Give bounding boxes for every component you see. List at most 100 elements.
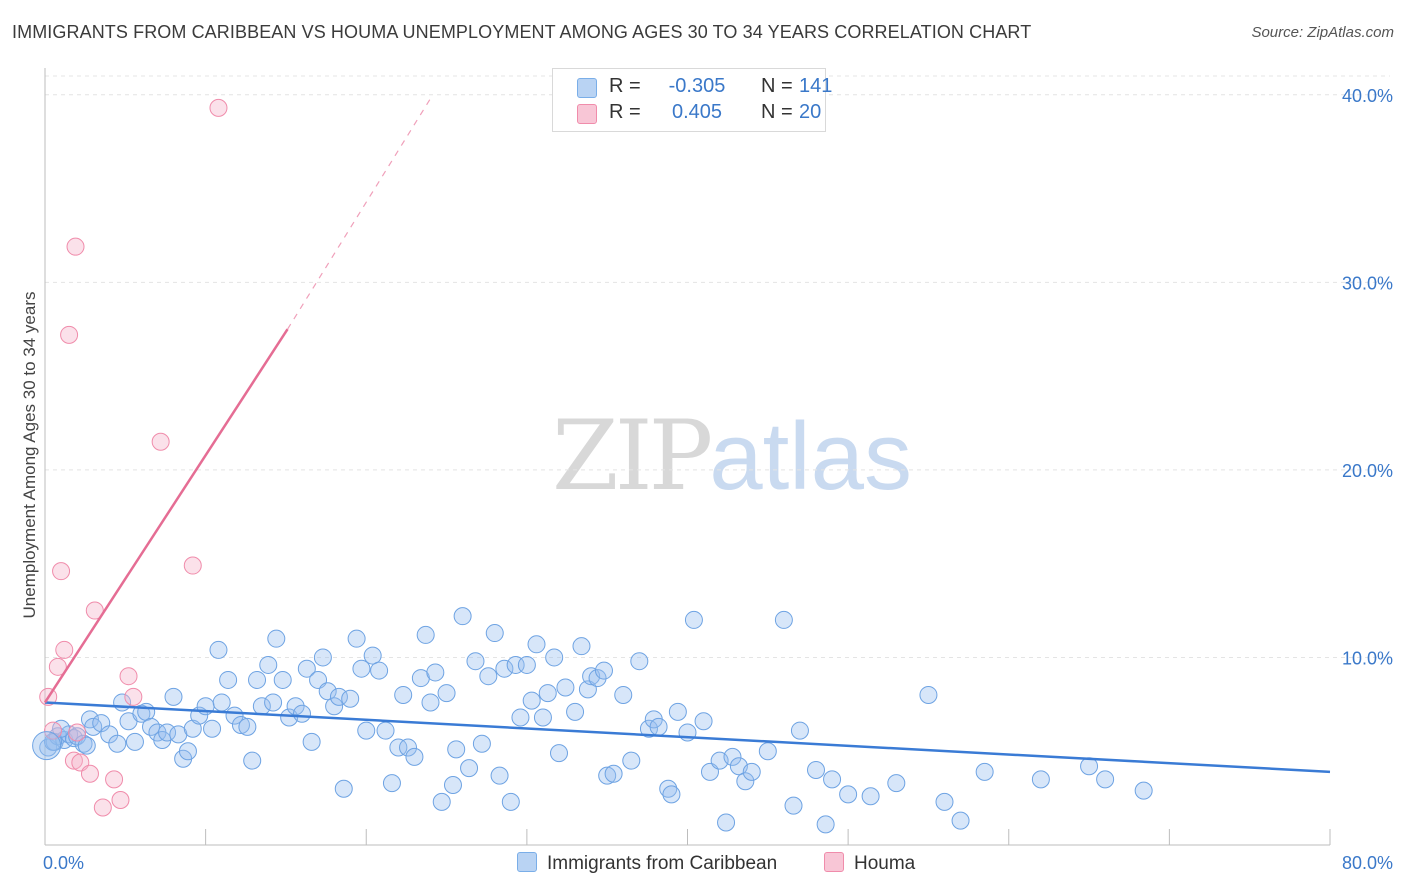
- point-caribbean: [357, 721, 376, 740]
- point-houma: [68, 723, 87, 742]
- point-caribbean: [758, 742, 777, 761]
- correlation-legend: R = -0.305 N = 141 R = 0.405 N = 20: [552, 68, 832, 132]
- point-caribbean: [325, 697, 344, 716]
- point-caribbean: [212, 693, 231, 712]
- point-houma: [119, 667, 138, 686]
- legend-swatch-caribbean: [577, 78, 597, 98]
- point-caribbean: [490, 766, 509, 785]
- point-caribbean: [1031, 770, 1050, 789]
- point-caribbean: [219, 670, 238, 689]
- point-caribbean: [522, 691, 541, 710]
- point-caribbean: [267, 629, 286, 648]
- point-houma: [55, 640, 74, 659]
- point-caribbean: [919, 685, 938, 704]
- point-caribbean: [630, 652, 649, 671]
- y-tick-label: 10.0%: [1342, 648, 1393, 668]
- point-caribbean: [588, 669, 607, 688]
- point-houma: [48, 657, 67, 676]
- bottom-legend-caribbean: Immigrants from Caribbean: [517, 852, 777, 876]
- point-caribbean: [479, 667, 498, 686]
- point-caribbean: [723, 747, 742, 766]
- point-caribbean: [572, 637, 591, 656]
- point-caribbean: [622, 751, 641, 770]
- point-caribbean: [74, 734, 93, 753]
- point-houma: [209, 98, 228, 117]
- point-caribbean: [466, 652, 485, 671]
- point-houma: [105, 770, 124, 789]
- point-caribbean: [839, 785, 858, 804]
- point-caribbean: [416, 625, 435, 644]
- legend-r-value-caribbean: -0.305: [668, 75, 726, 97]
- point-caribbean: [347, 629, 366, 648]
- point-caribbean: [329, 687, 348, 706]
- point-caribbean: [511, 708, 530, 727]
- point-caribbean: [736, 772, 755, 791]
- point-caribbean: [382, 774, 401, 793]
- bottom-legend-swatch-houma: [824, 852, 844, 872]
- point-caribbean: [668, 702, 687, 721]
- point-caribbean: [334, 779, 353, 798]
- point-caribbean: [501, 792, 520, 811]
- bottom-legend-label-houma: Houma: [854, 853, 916, 874]
- point-houma: [64, 751, 83, 770]
- point-caribbean: [352, 659, 371, 678]
- point-caribbean: [238, 717, 257, 736]
- point-caribbean: [472, 734, 491, 753]
- point-caribbean: [125, 732, 144, 751]
- point-caribbean: [556, 678, 575, 697]
- point-caribbean: [887, 774, 906, 793]
- point-caribbean-cluster: [32, 731, 62, 761]
- point-caribbean: [823, 770, 842, 789]
- point-houma: [183, 556, 202, 575]
- point-houma: [93, 798, 112, 817]
- point-caribbean: [1096, 770, 1115, 789]
- point-caribbean: [341, 689, 360, 708]
- watermark-atlas: atlas: [709, 403, 912, 510]
- point-caribbean: [273, 670, 292, 689]
- point-caribbean: [363, 646, 382, 665]
- point-caribbean: [1134, 781, 1153, 800]
- bottom-legend-label-caribbean: Immigrants from Caribbean: [547, 853, 778, 874]
- y-tick-label: 20.0%: [1342, 461, 1393, 481]
- y-tick-label: 30.0%: [1342, 273, 1393, 293]
- point-caribbean: [243, 751, 262, 770]
- point-caribbean: [108, 734, 127, 753]
- point-caribbean: [248, 670, 267, 689]
- point-caribbean: [370, 661, 389, 680]
- point-caribbean: [604, 764, 623, 783]
- point-caribbean: [394, 685, 413, 704]
- point-caribbean: [784, 796, 803, 815]
- point-caribbean: [545, 648, 564, 667]
- point-caribbean: [659, 779, 678, 798]
- point-caribbean: [432, 792, 451, 811]
- point-houma: [151, 432, 170, 451]
- point-caribbean: [527, 635, 546, 654]
- point-caribbean: [77, 736, 96, 755]
- watermark-zip: ZIP: [552, 400, 713, 512]
- point-caribbean: [264, 693, 283, 712]
- point-houma: [80, 764, 99, 783]
- trendline-houma: [43, 328, 289, 704]
- y-tick-label: 40.0%: [1342, 86, 1393, 106]
- point-caribbean: [975, 762, 994, 781]
- point-caribbean: [297, 659, 316, 678]
- source-label: Source: ZipAtlas.com: [1251, 24, 1394, 41]
- point-caribbean: [684, 610, 703, 629]
- point-caribbean: [399, 738, 418, 757]
- point-houma: [124, 687, 143, 706]
- point-caribbean: [935, 792, 954, 811]
- point-caribbean: [209, 640, 228, 659]
- point-caribbean: [742, 762, 761, 781]
- legend-n-value-caribbean: 141: [799, 75, 833, 97]
- legend-r-value-houma: 0.405: [671, 101, 723, 123]
- legend-n-label: N =: [761, 101, 793, 123]
- point-caribbean: [495, 659, 514, 678]
- point-caribbean: [774, 610, 793, 629]
- legend-n-label: N =: [761, 75, 793, 97]
- point-caribbean: [164, 687, 183, 706]
- watermark: ZIPatlas: [552, 400, 912, 512]
- point-caribbean: [426, 663, 445, 682]
- bottom-legend-swatch-caribbean: [517, 852, 537, 872]
- point-caribbean: [550, 744, 568, 763]
